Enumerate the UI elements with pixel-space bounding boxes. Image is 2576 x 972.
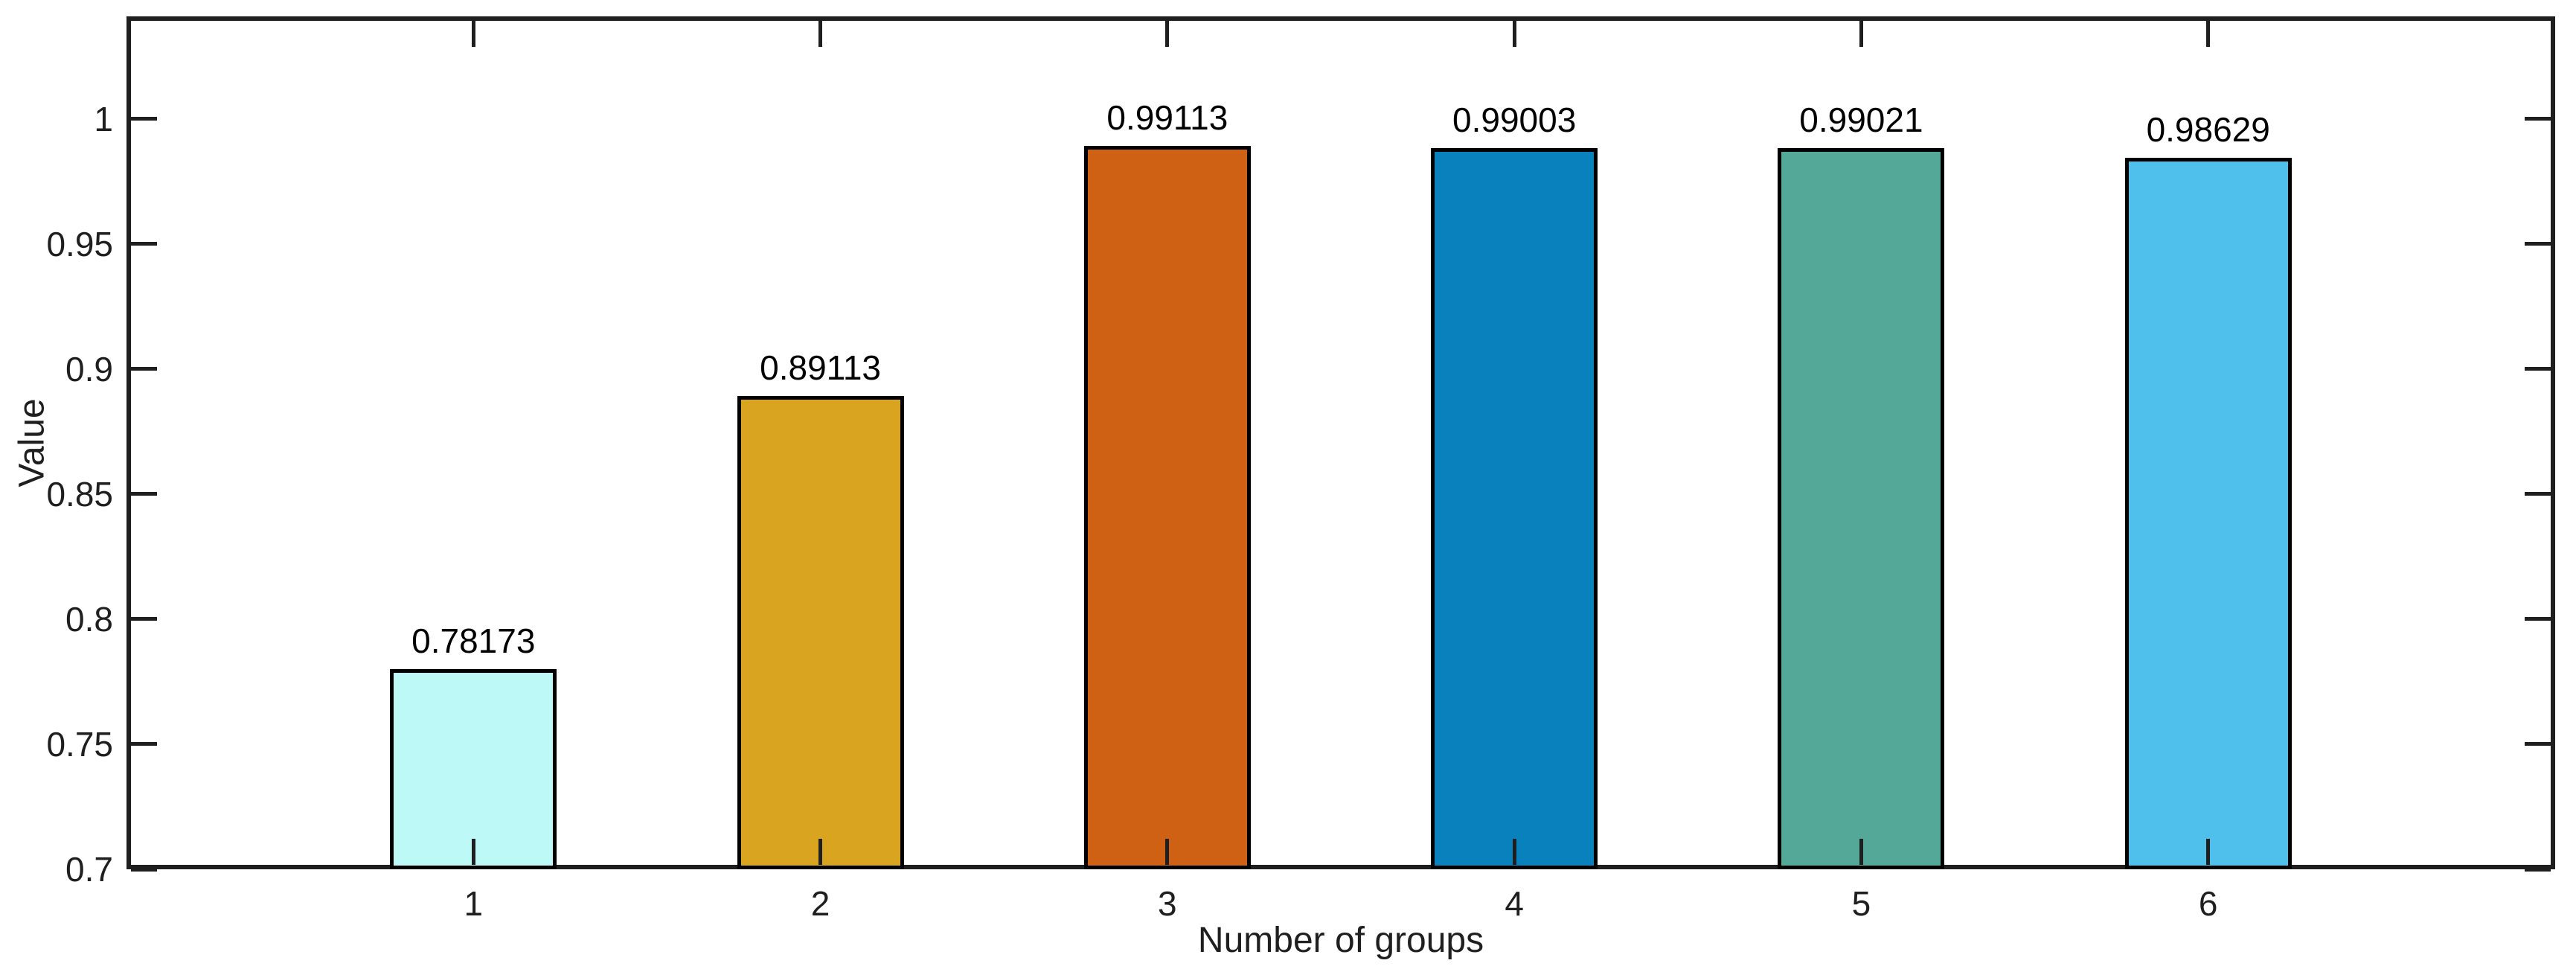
bar-value-label-2: 0.89113 [760, 348, 881, 387]
x-tick-top-1 [471, 21, 475, 47]
plot-area: 0.78173 0.89113 0.99113 0.99003 0.99021 0.986… [126, 16, 2555, 872]
bar-value-label-1: 0.78173 [411, 621, 536, 661]
y-tick-right-0.9 [2525, 367, 2551, 371]
x-tick-bottom-2 [818, 839, 823, 865]
y-tick-label-0.7: 0.7 [65, 850, 113, 889]
x-tick-bottom-4 [1512, 839, 1516, 865]
bar-group-5 [1778, 147, 1945, 869]
x-tick-top-4 [1512, 21, 1516, 47]
y-tick-label-0.9: 0.9 [65, 349, 113, 389]
x-tick-label-1: 1 [464, 884, 484, 923]
y-tick-left-0.85 [131, 492, 157, 496]
x-axis-title: Number of groups [1197, 921, 1484, 960]
y-tick-left-0.75 [131, 742, 157, 746]
x-tick-bottom-3 [1165, 839, 1170, 865]
y-tick-left-0.9 [131, 367, 157, 371]
x-tick-top-3 [1165, 21, 1170, 47]
y-tick-right-0.85 [2525, 492, 2551, 496]
bar-group-3 [1083, 145, 1251, 869]
bar-group-2 [737, 395, 904, 869]
x-tick-top-6 [2206, 21, 2211, 47]
x-tick-label-3: 3 [1158, 884, 1177, 923]
y-tick-right-0.7 [2525, 867, 2551, 872]
x-tick-top-5 [1859, 21, 1863, 47]
bar-group-4 [1431, 148, 1598, 869]
y-tick-right-0.8 [2525, 617, 2551, 621]
y-tick-label-0.95: 0.95 [46, 224, 113, 263]
y-tick-left-0.7 [131, 867, 157, 872]
y-axis-title: Value [12, 398, 52, 487]
y-tick-right-1 [2525, 117, 2551, 121]
x-tick-bottom-5 [1859, 839, 1863, 865]
bar-value-label-6: 0.98629 [2146, 109, 2270, 149]
bar-value-label-3: 0.99113 [1106, 97, 1228, 137]
x-tick-label-4: 4 [1505, 884, 1524, 923]
x-tick-label-2: 2 [810, 884, 830, 923]
y-tick-label-1: 1 [94, 99, 113, 138]
x-tick-label-5: 5 [1851, 884, 1871, 923]
y-tick-right-0.75 [2525, 742, 2551, 746]
y-tick-left-0.95 [131, 242, 157, 246]
x-tick-label-6: 6 [2198, 884, 2218, 923]
y-tick-right-0.95 [2525, 242, 2551, 246]
x-tick-bottom-1 [471, 839, 475, 865]
bar-value-label-4: 0.99003 [1452, 100, 1577, 140]
bar-group-1 [390, 669, 557, 869]
x-tick-bottom-6 [2206, 839, 2211, 865]
x-tick-top-2 [818, 21, 823, 47]
y-tick-label-0.8: 0.8 [65, 599, 113, 639]
y-tick-left-0.8 [131, 617, 157, 621]
y-tick-left-1 [131, 117, 157, 121]
bar-value-label-5: 0.99021 [1799, 100, 1923, 139]
y-tick-label-0.75: 0.75 [46, 724, 113, 764]
y-tick-label-0.85: 0.85 [46, 474, 113, 514]
bar-group-6 [2124, 157, 2292, 869]
